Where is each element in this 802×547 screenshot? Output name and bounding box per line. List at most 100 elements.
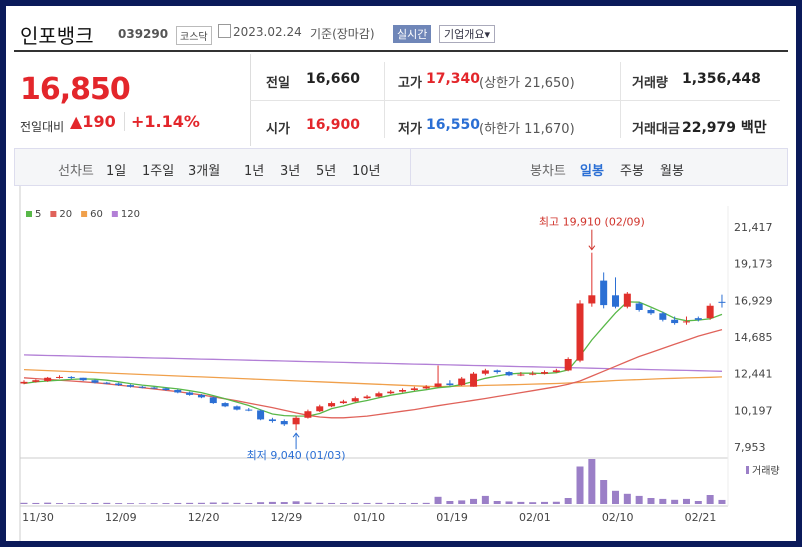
volume-bar	[209, 502, 217, 504]
volume-bar	[410, 502, 418, 504]
volume-bar	[612, 490, 619, 504]
legend-label: 120	[121, 209, 140, 220]
period-tab[interactable]: 3년	[280, 164, 301, 179]
x-tick-label: 02/10	[602, 511, 634, 524]
period-tab[interactable]: 1년	[244, 164, 265, 179]
candle-body	[126, 385, 134, 387]
candle-body	[517, 374, 525, 376]
candle-body	[493, 370, 501, 373]
volume-bar	[588, 459, 596, 504]
candle-body	[257, 410, 265, 420]
legend-swatch	[26, 211, 32, 217]
x-tick-label: 02/01	[519, 511, 551, 524]
candle-body	[470, 373, 478, 387]
volume-bar	[186, 502, 194, 504]
x-tick-label: 11/30	[22, 511, 54, 524]
x-tick-label: 12/09	[105, 511, 137, 524]
arrow-head	[588, 245, 596, 251]
candle-body	[186, 392, 194, 395]
volume-bar	[304, 502, 312, 504]
volume-bar	[481, 495, 489, 504]
period-tab[interactable]: 주봉	[620, 164, 644, 179]
x-tick-label: 01/10	[353, 511, 385, 524]
quote-label: 거래대금	[632, 122, 680, 137]
quote-value: 16,550	[426, 117, 481, 133]
legend-label: 60	[90, 209, 103, 220]
volume-bar	[257, 502, 265, 504]
overview-button[interactable]: 기업개요▾	[439, 25, 496, 43]
x-tick-label: 12/29	[271, 511, 303, 524]
volume-bar	[351, 502, 359, 504]
candle-body	[576, 303, 584, 361]
volume-bar	[552, 501, 560, 504]
period-tab[interactable]: 일봉	[580, 164, 604, 179]
volume-bar	[718, 499, 726, 504]
period-tab[interactable]: 5년	[316, 164, 337, 179]
volume-bar	[694, 501, 702, 504]
volume-bar	[470, 498, 478, 504]
volume-bar	[268, 501, 276, 504]
change: ▲190	[70, 112, 116, 131]
candle-body	[635, 303, 643, 310]
volume-bar	[91, 502, 99, 504]
period-tab[interactable]: 1일	[106, 164, 127, 179]
volume-bar	[67, 503, 75, 504]
volume-bar	[316, 502, 324, 504]
volume-bar	[221, 502, 229, 504]
candle-body	[245, 409, 253, 411]
volume-legend: 거래량	[752, 465, 780, 477]
candle-body	[458, 378, 466, 386]
volume-bar	[363, 502, 371, 504]
volume-bar	[682, 498, 690, 504]
divider	[410, 149, 411, 185]
realtime-button[interactable]: 실시간	[393, 25, 432, 43]
stock-name: 인포뱅크	[20, 24, 94, 48]
candle-body	[552, 370, 560, 373]
quote-value: 17,340	[426, 71, 481, 87]
volume-bar	[115, 503, 123, 504]
legend-label: 20	[59, 209, 72, 220]
volume-bar	[103, 502, 111, 504]
candle-body	[564, 358, 572, 371]
ma-line	[23, 301, 723, 417]
volume-bar	[706, 495, 714, 504]
y-tick-label: 14,685	[734, 331, 773, 344]
change-label: 전일대비	[20, 120, 65, 134]
y-tick-label: 19,173	[734, 258, 773, 271]
period-tab[interactable]: 1주일	[142, 164, 175, 179]
period-tab[interactable]: 월봉	[660, 164, 684, 179]
candle-body	[505, 372, 513, 376]
volume-bar	[339, 503, 347, 504]
candle-body	[79, 377, 87, 381]
volume-bar	[647, 498, 655, 504]
volume-bar	[32, 502, 40, 504]
candle-body	[32, 380, 40, 382]
volume-bar	[446, 501, 454, 504]
period-tab[interactable]: 3개월	[188, 164, 221, 179]
period-tab[interactable]: 10년	[352, 164, 381, 179]
volume-bar	[564, 498, 572, 504]
volume-bar	[541, 501, 549, 504]
volume-legend-swatch	[746, 466, 749, 474]
candle-body	[55, 376, 63, 378]
stock-code: 039290	[118, 27, 169, 41]
candle-body	[659, 313, 667, 320]
chart: 21,417 19,173 16,929 14,685 12,441 10,197 7,95…	[19, 186, 780, 541]
volume-bar	[434, 496, 442, 504]
volume-bar	[671, 499, 679, 504]
candle-body	[292, 417, 300, 425]
volume-bar	[375, 502, 383, 504]
x-tick-label: 02/21	[685, 511, 717, 524]
quote-value: 16,660	[306, 71, 361, 87]
tab-label: 선차트	[58, 164, 94, 179]
candle-body	[588, 295, 596, 304]
candle-body	[351, 398, 359, 402]
volume-bar	[529, 502, 537, 504]
quote-note: (상한가 21,650)	[479, 76, 575, 91]
volume-bar	[292, 501, 300, 504]
annotation: 최고 19,910 (02/09)	[539, 216, 645, 229]
candle-body	[150, 387, 158, 389]
candle-body	[387, 391, 395, 394]
candle-body	[541, 372, 549, 374]
